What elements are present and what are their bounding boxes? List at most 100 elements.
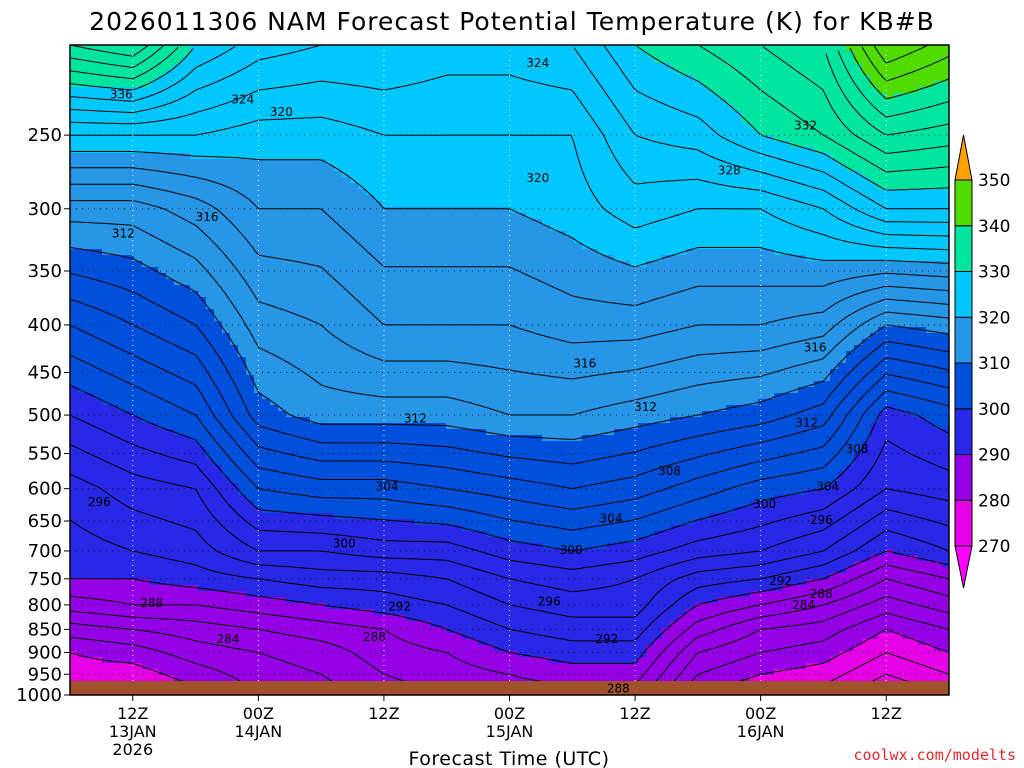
- field-cell: [406, 249, 415, 256]
- field-cell: [878, 99, 887, 106]
- field-cell: [446, 183, 455, 190]
- field-cell: [390, 189, 399, 196]
- field-cell: [166, 171, 175, 178]
- field-cell: [526, 225, 535, 232]
- field-cell: [758, 297, 767, 304]
- field-cell: [702, 45, 711, 52]
- field-cell: [638, 225, 647, 232]
- field-cell: [902, 111, 911, 118]
- field-cell: [518, 309, 527, 316]
- field-cell: [726, 93, 735, 100]
- field-cell: [190, 147, 199, 154]
- field-cell: [718, 123, 727, 130]
- field-cell: [534, 87, 543, 94]
- field-cell: [470, 177, 479, 184]
- field-cell: [326, 171, 335, 178]
- field-cell: [198, 105, 207, 112]
- field-cell: [574, 123, 583, 130]
- field-cell: [646, 111, 655, 118]
- field-cell: [942, 303, 949, 310]
- field-cell: [550, 189, 559, 196]
- field-cell: [446, 249, 455, 256]
- field-cell: [878, 285, 887, 292]
- field-cell: [302, 267, 311, 274]
- field-cell: [478, 309, 487, 316]
- field-cell: [310, 285, 319, 292]
- field-cell: [270, 93, 279, 100]
- field-cell: [86, 285, 95, 292]
- field-cell: [438, 231, 447, 238]
- field-cell: [358, 147, 367, 154]
- field-cell: [454, 267, 463, 274]
- field-cell: [102, 297, 111, 304]
- field-cell: [910, 93, 919, 100]
- field-cell: [86, 153, 95, 160]
- field-cell: [150, 273, 159, 280]
- field-cell: [318, 75, 327, 82]
- field-cell: [622, 207, 631, 214]
- field-cell: [902, 309, 911, 316]
- field-cell: [270, 297, 279, 304]
- field-cell: [414, 255, 423, 262]
- field-cell: [622, 135, 631, 142]
- field-cell: [302, 177, 311, 184]
- field-cell: [878, 225, 887, 232]
- field-cell: [278, 153, 287, 160]
- field-cell: [270, 261, 279, 268]
- field-cell: [110, 51, 119, 58]
- field-cell: [270, 57, 279, 64]
- field-cell: [366, 207, 375, 214]
- field-cell: [782, 117, 791, 124]
- field-cell: [654, 201, 663, 208]
- field-cell: [302, 153, 311, 160]
- field-cell: [550, 261, 559, 268]
- field-cell: [694, 213, 703, 220]
- field-cell: [814, 135, 823, 142]
- field-cell: [598, 105, 607, 112]
- field-cell: [70, 51, 79, 58]
- field-cell: [654, 207, 663, 214]
- field-cell: [646, 297, 655, 304]
- field-cell: [406, 123, 415, 130]
- field-cell: [710, 195, 719, 202]
- field-cell: [86, 159, 95, 166]
- field-cell: [686, 213, 695, 220]
- field-cell: [358, 81, 367, 88]
- field-cell: [846, 63, 855, 70]
- field-cell: [494, 117, 503, 124]
- field-cell: [846, 51, 855, 58]
- field-cell: [478, 69, 487, 76]
- field-cell: [534, 207, 543, 214]
- field-cell: [846, 57, 855, 64]
- field-cell: [854, 219, 863, 226]
- field-cell: [870, 93, 879, 100]
- field-cell: [470, 261, 479, 268]
- field-cell: [918, 171, 927, 178]
- field-cell: [510, 261, 519, 268]
- field-cell: [702, 51, 711, 58]
- field-cell: [606, 165, 615, 172]
- field-cell: [646, 141, 655, 148]
- field-cell: [662, 285, 671, 292]
- field-cell: [334, 45, 343, 52]
- field-cell: [326, 219, 335, 226]
- field-cell: [174, 99, 183, 106]
- field-cell: [518, 123, 527, 130]
- field-cell: [926, 279, 935, 286]
- field-cell: [158, 309, 167, 316]
- field-cell: [934, 105, 943, 112]
- field-cell: [630, 69, 639, 76]
- field-cell: [566, 195, 575, 202]
- field-cell: [118, 315, 127, 322]
- field-cell: [126, 99, 135, 106]
- field-cell: [374, 243, 383, 250]
- field-cell: [630, 255, 639, 262]
- field-cell: [838, 87, 847, 94]
- field-cell: [790, 63, 799, 70]
- field-cell: [918, 141, 927, 148]
- field-cell: [470, 75, 479, 82]
- field-cell: [630, 189, 639, 196]
- field-cell: [446, 165, 455, 172]
- field-cell: [414, 147, 423, 154]
- field-cell: [286, 237, 295, 244]
